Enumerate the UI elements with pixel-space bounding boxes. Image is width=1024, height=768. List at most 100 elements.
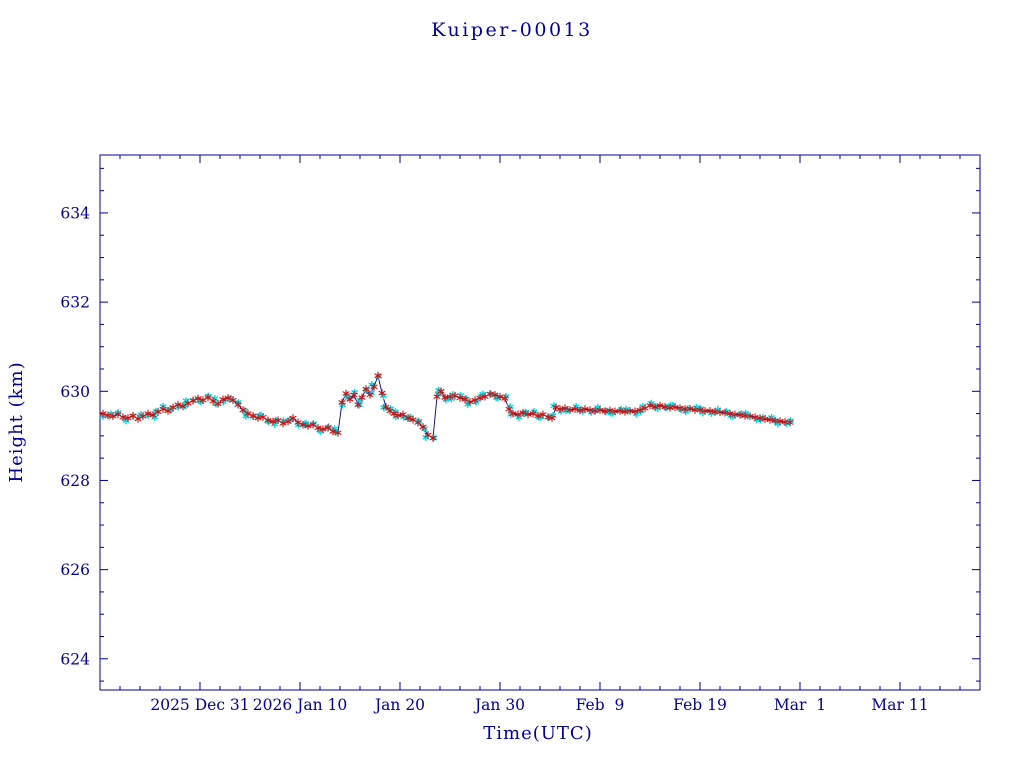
cyan-star-marker	[351, 390, 358, 395]
red-asterisk-marker	[601, 409, 609, 414]
red-asterisk-marker	[319, 426, 327, 432]
red-asterisk-marker	[99, 411, 107, 416]
red-asterisk-marker	[358, 395, 366, 400]
red-asterisk-marker	[378, 390, 386, 396]
red-asterisk-marker	[189, 398, 197, 403]
cyan-star-marker	[742, 410, 750, 416]
cyan-star-marker	[549, 413, 557, 418]
red-asterisk-marker	[394, 413, 402, 418]
x-tick-label: Jan 30	[473, 696, 525, 714]
red-asterisk-marker	[404, 415, 412, 421]
x-tick-label: 2026 Jan 10	[253, 696, 347, 714]
red-asterisk-marker	[409, 417, 417, 423]
red-asterisk-marker	[548, 415, 556, 421]
red-asterisk-marker	[631, 409, 639, 414]
red-asterisk-marker	[561, 405, 569, 411]
y-tick-label: 634	[60, 204, 90, 222]
red-asterisk-marker	[284, 419, 292, 424]
red-asterisk-marker	[194, 396, 202, 401]
red-asterisk-marker	[686, 406, 694, 411]
red-asterisk-marker	[209, 398, 217, 404]
red-asterisk-marker	[346, 397, 354, 402]
red-asterisk-marker	[386, 408, 394, 414]
y-axis-label: Height (km)	[6, 361, 27, 482]
red-asterisk-marker	[496, 394, 504, 399]
red-asterisk-marker	[109, 414, 117, 419]
red-asterisk-marker	[786, 420, 794, 425]
red-asterisk-marker	[519, 410, 527, 415]
red-asterisk-marker	[350, 392, 358, 398]
red-asterisk-marker	[269, 419, 277, 424]
x-tick-label: Feb 19	[673, 696, 727, 714]
red-asterisk-marker	[656, 403, 664, 408]
red-asterisk-marker	[129, 413, 137, 419]
x-tick-label: Mar 1	[774, 696, 826, 714]
red-asterisk-marker	[466, 399, 474, 405]
red-asterisk-marker	[576, 408, 584, 413]
red-asterisk-marker	[144, 411, 152, 416]
red-asterisk-marker	[429, 435, 437, 441]
red-asterisk-marker	[324, 425, 332, 431]
red-asterisk-marker	[419, 424, 427, 430]
red-asterisk-marker	[229, 397, 237, 403]
red-asterisk-marker	[204, 395, 212, 400]
red-asterisk-marker	[571, 406, 579, 412]
red-asterisk-marker	[114, 412, 122, 417]
red-asterisk-marker	[514, 412, 522, 417]
red-asterisk-marker	[124, 415, 132, 421]
red-asterisk-marker	[249, 413, 257, 419]
red-asterisk-marker	[239, 407, 247, 413]
red-asterisk-marker	[471, 397, 479, 403]
red-asterisk-marker	[424, 432, 432, 438]
x-axis-label: Time(UTC)	[483, 723, 592, 744]
red-asterisk-marker	[304, 423, 312, 429]
red-asterisk-marker	[433, 394, 441, 399]
red-asterisk-marker	[456, 395, 464, 401]
red-asterisk-marker	[646, 403, 654, 408]
y-tick-label: 632	[60, 294, 90, 312]
y-tick-label: 626	[60, 561, 90, 579]
red-asterisk-marker	[414, 420, 422, 425]
red-asterisk-marker	[501, 396, 509, 401]
red-asterisk-marker	[374, 373, 382, 378]
red-asterisk-marker	[437, 389, 445, 394]
red-asterisk-marker	[338, 400, 346, 405]
red-asterisk-marker	[366, 392, 374, 398]
red-asterisk-marker	[591, 408, 599, 414]
red-asterisk-marker	[441, 395, 449, 400]
red-asterisk-marker	[544, 414, 552, 420]
red-asterisk-marker	[681, 406, 689, 412]
x-tick-label: 2025 Dec 31	[150, 696, 249, 714]
y-tick-label: 628	[60, 472, 90, 490]
cyan-star-marker	[572, 404, 580, 409]
red-asterisk-marker	[299, 422, 307, 427]
red-asterisk-marker	[224, 395, 232, 401]
red-asterisk-marker	[370, 384, 378, 390]
y-tick-label: 630	[60, 383, 90, 401]
red-asterisk-marker	[476, 395, 484, 401]
red-asterisk-marker	[219, 397, 227, 402]
red-asterisk-marker	[314, 425, 322, 431]
red-asterisk-marker	[461, 397, 469, 402]
red-asterisk-marker	[294, 420, 302, 425]
red-asterisk-marker	[666, 405, 674, 411]
red-asterisk-marker	[342, 391, 350, 396]
cyan-star-marker	[457, 393, 465, 398]
chart-title: Kuiper-00013	[431, 19, 592, 41]
red-asterisk-marker	[390, 411, 398, 416]
red-asterisk-marker	[621, 409, 629, 415]
red-asterisk-marker	[334, 430, 342, 436]
red-asterisk-marker	[159, 406, 167, 412]
red-asterisk-marker	[264, 418, 272, 423]
red-asterisk-marker	[446, 394, 454, 399]
y-tick-label: 624	[60, 650, 90, 668]
red-asterisk-marker	[651, 404, 659, 410]
red-asterisk-marker	[354, 402, 362, 407]
red-asterisk-marker	[259, 414, 267, 420]
cyan-star-marker	[472, 399, 480, 405]
red-asterisk-marker	[505, 406, 513, 412]
red-asterisk-marker	[244, 411, 252, 416]
cyan-star-marker	[387, 406, 395, 411]
